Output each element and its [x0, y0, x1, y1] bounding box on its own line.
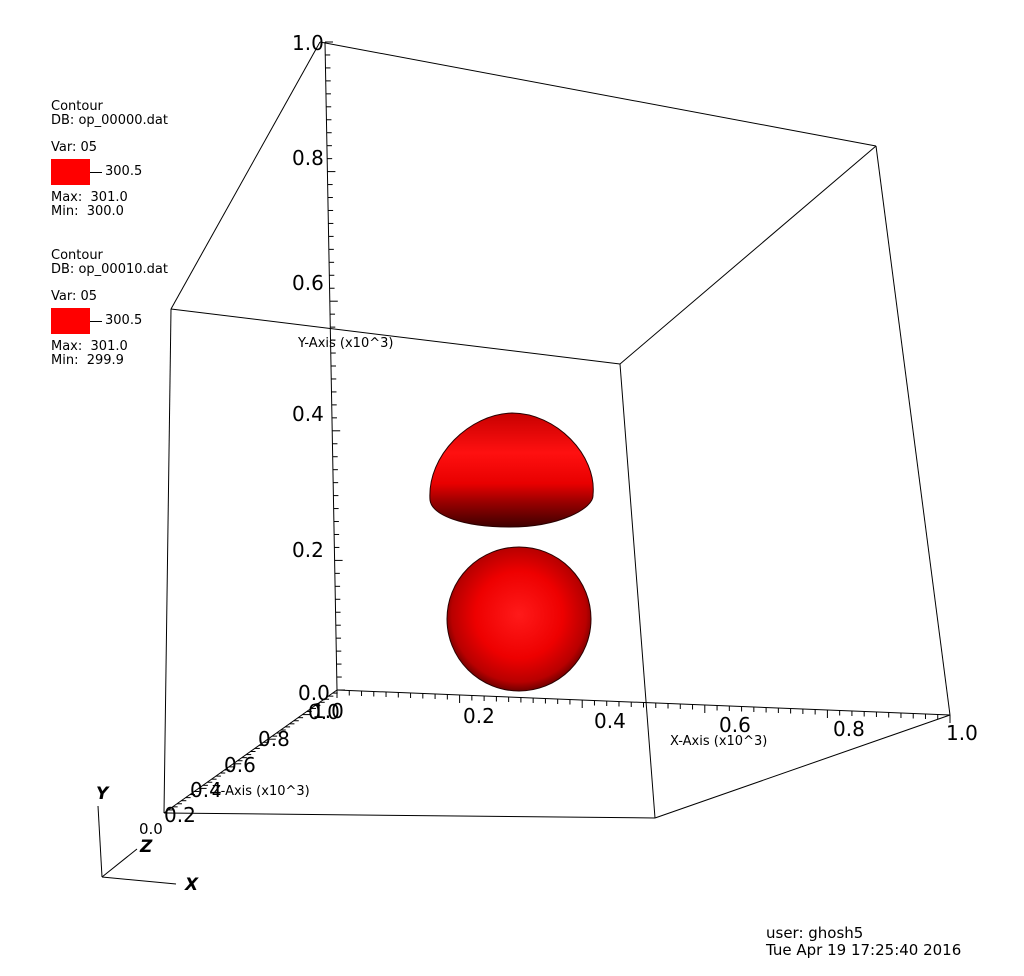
legend-var: Var: 05: [51, 289, 98, 304]
legend-1: Contour DB: op_00010.dat Var: 05 300.5 M…: [51, 249, 168, 368]
legend-color-swatch-row: 300.5: [51, 159, 168, 185]
y-tick-label: 0.6: [292, 271, 324, 295]
triad-origin-label: 0.0: [139, 820, 163, 838]
contour-surfaces: [429, 412, 594, 692]
z-tick-label: 0.2: [164, 803, 196, 827]
x-axis-title: X-Axis (x10^3): [670, 734, 767, 749]
legend-color-swatch-row: 300.5: [51, 308, 168, 334]
legend-max: Max: 301.0: [51, 190, 128, 205]
legend-color-swatch: [51, 308, 90, 334]
y-tick-label: 0.8: [292, 146, 324, 170]
z-tick-label: 0.8: [258, 727, 290, 751]
contour-hemisphere-top: [429, 412, 594, 528]
legend-level-value: 300.5: [105, 313, 143, 328]
legend-0: Contour DB: op_00000.dat Var: 05 300.5 M…: [51, 100, 168, 219]
timestamp: Tue Apr 19 17:25:40 2016: [766, 941, 962, 959]
triad-z-label: Z: [139, 837, 153, 857]
x-tick-label: 0.4: [594, 709, 626, 733]
triad-x-label: X: [184, 875, 199, 895]
orientation-triad: Y Z X 0.0: [96, 784, 199, 895]
legend-db: DB: op_00000.dat: [51, 113, 168, 128]
x-tick-label: 0.8: [833, 717, 865, 741]
legend-level-value: 300.5: [105, 164, 143, 179]
triad-y-label: Y: [96, 784, 110, 804]
z-tick-label: 0.4: [190, 778, 222, 802]
user-info: user: ghosh5 Tue Apr 19 17:25:40 2016: [766, 925, 961, 959]
y-tick-label: 0.2: [292, 538, 324, 562]
z-tick-label: 0.6: [224, 753, 256, 777]
legend-min: Min: 299.9: [51, 353, 124, 368]
user-name: user: ghosh5: [766, 924, 864, 942]
y-tick-label: 0.4: [292, 402, 324, 426]
legend-tick: [90, 321, 102, 322]
y-tick-label: 1.0: [292, 31, 324, 55]
legend-color-swatch: [51, 159, 90, 185]
y-tick-label: 0.0: [298, 681, 330, 705]
x-tick-label: 0.6: [719, 713, 751, 737]
z-axis-title: Z-Axis (x10^3): [212, 784, 310, 799]
legend-min: Min: 300.0: [51, 204, 124, 219]
z-tick-label: 1.0: [312, 699, 344, 723]
contour-sphere-bottom: [446, 546, 592, 692]
legend-tick: [90, 172, 102, 173]
legend-max: Max: 301.0: [51, 339, 128, 354]
y-axis-tick-labels: 1.0 0.8 0.6 0.4 0.2 0.0: [292, 31, 330, 705]
legend-plot-type: Contour: [51, 99, 103, 114]
x-axis-tick-labels: 0.0 0.2 0.4 0.6 0.8 1.0: [308, 700, 978, 745]
y-axis-title: Y-Axis (x10^3): [297, 336, 393, 351]
x-tick-label: 0.0: [308, 700, 340, 724]
z-axis-tick-labels: 1.0 0.8 0.6 0.4 0.2: [164, 699, 344, 827]
legend-var: Var: 05: [51, 140, 98, 155]
legend-db: DB: op_00010.dat: [51, 262, 168, 277]
axis-tick-marks: [164, 41, 951, 814]
x-tick-label: 0.2: [463, 704, 495, 728]
legend-plot-type: Contour: [51, 248, 103, 263]
x-tick-label: 1.0: [946, 721, 978, 745]
